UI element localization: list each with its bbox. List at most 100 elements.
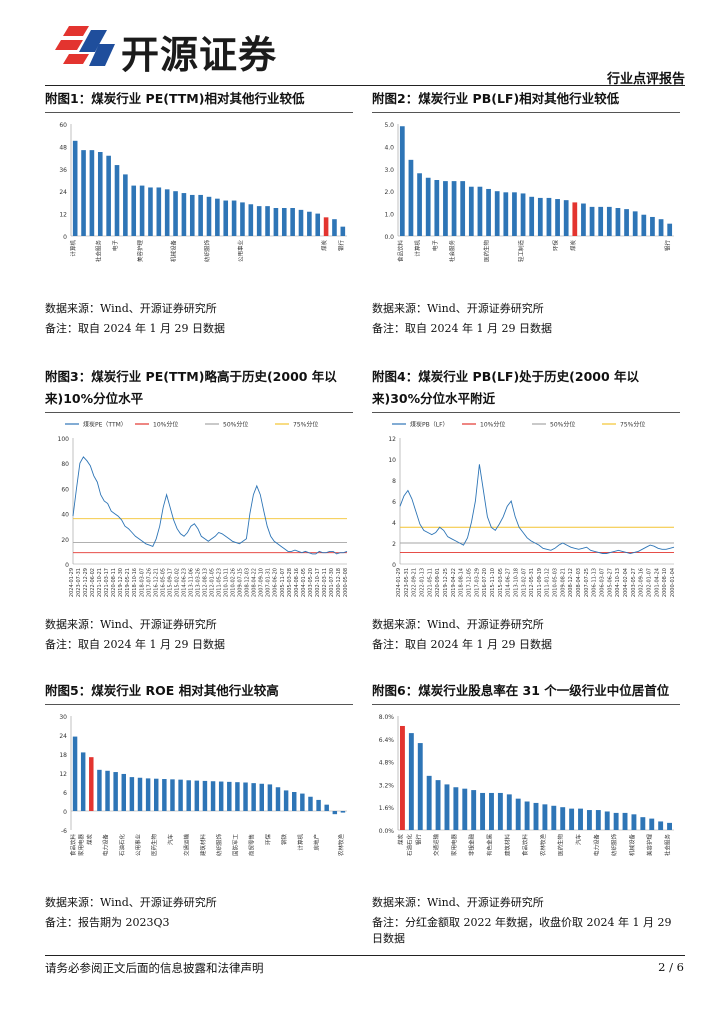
figure-2-chart: 0.0 1.0 2.0 3.0 4.0 5.0 食品饮料 计算机 电子 社会服务 医药生物 轻工制造 环… xyxy=(384,122,674,263)
figure-4-chart: 煤炭PB（LF） 10%分位 50%分位 75%分位 0 2 4 6 8 10 12 2024-01-… xyxy=(388,421,676,598)
figure-4-x-tick-label: 2004-02-04 xyxy=(623,568,629,597)
figure-5-bar xyxy=(227,781,232,811)
figure-5-bar xyxy=(178,779,183,811)
figure-4-x-tick-label: 2000-08-10 xyxy=(662,568,668,597)
figure-1-bar xyxy=(131,185,137,236)
figure-5-bar xyxy=(154,778,159,811)
figure-3-series-line xyxy=(72,456,348,555)
figure-1-bar xyxy=(139,185,145,236)
figure-1-bar xyxy=(298,209,304,236)
figure-5-bar xyxy=(218,781,224,811)
figure-3-x-tick-label: 2021-03-17 xyxy=(104,568,110,597)
figure-6-bar xyxy=(551,805,557,830)
figure-1-bar xyxy=(97,152,103,236)
figure-1-bar xyxy=(215,198,220,236)
figure-6-bar xyxy=(497,792,503,830)
figure-2-bar xyxy=(529,196,535,236)
figure-1-bar xyxy=(181,193,187,236)
figure-6-bar xyxy=(533,802,539,830)
figure-3-x-tick-label: 2023-07-31 xyxy=(76,568,82,597)
figure-2-bar xyxy=(486,188,491,236)
figure-4-x-tick-label: 2004-10-13 xyxy=(615,568,621,597)
figure-3-x-tick-label: 2009-07-15 xyxy=(238,568,244,597)
figure-3-legend-label: 50%分位 xyxy=(223,421,248,429)
figure-5-bar xyxy=(121,773,126,811)
figure-4-y-tick-label: 2 xyxy=(392,541,396,548)
figure-2-bar xyxy=(460,181,466,236)
figure-6-x-tick-label: 银行 xyxy=(414,834,422,846)
figure-3-x-tick-label: 2005-03-28 xyxy=(287,568,293,597)
figure-5-x-tick-label: 纺织服饰 xyxy=(215,834,223,857)
figure-6-x-tick-label: 机械设备 xyxy=(628,834,636,857)
figure-3-source: 数据来源：Wind、开源证券研究所 xyxy=(45,618,217,631)
figure-4-x-tick-label: 2021-05-11 xyxy=(427,568,433,597)
figure-2-bar xyxy=(546,197,552,236)
figure-5-y-tick-label: 6 xyxy=(63,790,67,797)
figure-6-title: 附图6：煤炭行业股息率在 31 个一级行业中位居首位 xyxy=(372,683,670,698)
figure-3-panel: 附图3：煤炭行业 PE(TTM)略高于历史(2000 年以来)10%分位水平 煤… xyxy=(45,366,353,656)
figure-5-bar xyxy=(186,780,191,811)
figure-1-x-tick-label: 计算机 xyxy=(69,240,77,257)
figure-6-y-tick-label: 3.2% xyxy=(379,782,395,789)
figure-6-bar xyxy=(435,780,441,830)
figure-5-x-tick-label: 建筑材料 xyxy=(199,834,207,857)
figure-1-y-tick-label: 24 xyxy=(59,189,67,196)
figure-2-x-tick-label: 环保 xyxy=(552,240,560,252)
figure-3-x-tick-label: 2017-07-26 xyxy=(146,568,152,597)
figure-1-x-tick-label: 机械设备 xyxy=(170,240,178,263)
figure-1-bar xyxy=(273,208,279,236)
figure-2-bar xyxy=(606,206,612,236)
figure-5-x-tick-label: 钢铁 xyxy=(280,834,288,846)
figure-5-y-tick-label: 30 xyxy=(59,714,67,721)
figure-4-x-tick-label: 2017-12-05 xyxy=(466,568,472,597)
figure-2-x-tick-label: 社会服务 xyxy=(448,240,456,263)
figure-6-bar xyxy=(408,733,414,830)
figure-3-y-tick-label: 60 xyxy=(61,486,69,493)
figure-6-chart: 0.0% 1.6% 3.2% 4.8% 6.4% 8.0% 煤炭 石油石化 银行 交通运输 家用电器… xyxy=(379,714,674,857)
figure-3-x-tick-label: 2004-08-16 xyxy=(294,568,300,597)
figure-5-bar xyxy=(267,784,273,811)
figure-5-x-tick-label: 电力设备 xyxy=(102,834,110,857)
figure-6-bar xyxy=(462,788,468,830)
figure-1-bar xyxy=(265,206,270,236)
figure-4-legend-label: 50%分位 xyxy=(550,421,575,429)
figure-4-x-tick-label: 2011-09-19 xyxy=(537,568,543,597)
figure-3-x-tick-label: 2004-01-05 xyxy=(301,568,307,597)
figure-6-bar xyxy=(658,821,664,830)
figure-4-y-tick-label: 0 xyxy=(392,562,396,569)
figure-3-chart: 煤炭PE（TTM） 10%分位 50%分位 75%分位 0 20 40 60 80 100 2024… xyxy=(58,421,349,598)
figure-3-x-tick-label: 2006-06-20 xyxy=(273,568,279,597)
figure-4-series-line xyxy=(399,464,675,554)
figure-3-x-tick-label: 2007-09-10 xyxy=(259,568,265,597)
figure-1-bar xyxy=(123,174,128,236)
figure-3-x-tick-label: 2019-05-21 xyxy=(125,568,131,597)
figure-2-bar xyxy=(477,186,483,236)
figure-5-x-tick-label: 交通运输 xyxy=(183,834,191,857)
figure-4-x-tick-label: 2001-04-24 xyxy=(654,568,660,597)
figure-1-bar xyxy=(189,194,195,236)
figure-6-bar xyxy=(471,790,477,830)
figure-2-bar xyxy=(598,206,604,236)
figure-4-x-tick-label: 2015-03-05 xyxy=(498,568,504,597)
figure-6-x-tick-label: 建筑材料 xyxy=(503,834,511,857)
footer-divider xyxy=(45,955,685,956)
figure-3-x-tick-label: 2005-11-07 xyxy=(280,568,286,597)
figure-4-x-tick-label: 2022-01-13 xyxy=(419,568,425,597)
figure-5-bar xyxy=(129,777,135,811)
figure-5-bar xyxy=(137,777,143,811)
figure-2-bar xyxy=(494,191,500,236)
figure-4-x-tick-label: 2008-04-03 xyxy=(576,568,582,597)
figure-1-panel: 附图1：煤炭行业 PE(TTM)相对其他行业较低 0 12 24 36 48 60 计算机 社… xyxy=(45,88,353,338)
figure-3-x-tick-label: 2024-01-29 xyxy=(69,568,75,597)
figure-6-bar xyxy=(506,794,512,830)
figure-5-x-tick-label: 石油石化 xyxy=(118,834,126,857)
figure-5-bar xyxy=(251,783,256,811)
figure-3-legend-label: 煤炭PE（TTM） xyxy=(83,421,127,429)
figure-5-bar xyxy=(308,796,313,811)
figure-4-legend-label: 10%分位 xyxy=(480,421,505,429)
figure-1-bar xyxy=(198,194,203,236)
figure-6-bar xyxy=(444,784,450,830)
figure-3-x-tick-label: 2008-04-22 xyxy=(252,568,258,597)
figure-2-bar xyxy=(503,192,509,236)
figure-5-bar xyxy=(105,770,110,811)
